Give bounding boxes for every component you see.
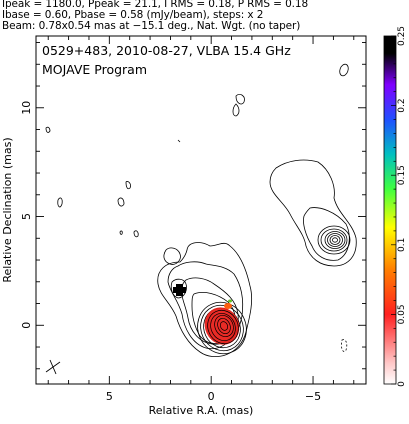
polarized-spot-green <box>228 299 232 303</box>
y-tick-labels: 0 5 10 <box>20 101 33 329</box>
header-line-3: Beam: 0.78x0.54 mas at −15.1 deg., Nat. … <box>2 20 301 32</box>
contour-blob-left-1 <box>45 126 51 133</box>
x-tick-label: −5 <box>305 390 321 403</box>
beam-symbol <box>45 359 61 375</box>
colorbar-tick-label: 0.05 <box>397 304 407 324</box>
contour-blob-upper-mid <box>235 94 245 105</box>
contour-west-outer <box>269 159 357 267</box>
west-core-contours <box>317 225 351 255</box>
contour-blob-left-4 <box>57 197 63 208</box>
polarized-core <box>204 307 240 345</box>
y-tick-label: 5 <box>20 213 33 220</box>
colorbar-ticks: 0 0.05 0.1 0.15 0.2 0.25 <box>391 26 407 387</box>
contour-blob-small <box>177 139 181 143</box>
colorbar <box>383 35 397 385</box>
contour-blob-left-2 <box>125 181 131 190</box>
x-axis-label: Relative R.A. (mas) <box>149 404 254 417</box>
colorbar-tick-label: 0.1 <box>397 238 407 252</box>
y-tick-label: 0 <box>20 322 33 329</box>
x-tick-label: 5 <box>106 390 113 403</box>
chart-title: 0529+483, 2010-08-27, VLBA 15.4 GHz <box>42 43 291 58</box>
contour-east-knot <box>170 278 187 299</box>
x-tick-label: 0 <box>208 390 215 403</box>
plot-frame <box>35 35 367 385</box>
contour-blob-upper-right <box>339 63 349 77</box>
east-knot-marker <box>173 284 186 296</box>
contour-blob-left-6 <box>133 230 139 238</box>
colorbar-tick-label: 0 <box>397 381 407 387</box>
contour-blob-left-5 <box>119 230 123 235</box>
contour-blob-left-3 <box>117 197 125 207</box>
core-contours-overlay <box>207 309 239 345</box>
colorbar-tick-label: 0.2 <box>397 98 407 112</box>
contour-level-4 <box>191 292 236 344</box>
colorbar-tick-label: 0.15 <box>397 165 407 185</box>
axis-ticks <box>36 36 366 384</box>
x-tick-labels: 5 0 −5 <box>106 390 321 403</box>
y-axis-label: Relative Declination (mas) <box>1 137 14 282</box>
contour-lines <box>45 63 357 357</box>
chart-subtitle: MOJAVE Program <box>42 62 147 77</box>
contour-east-lobe <box>163 247 181 265</box>
contour-west-level-2 <box>303 207 350 261</box>
y-tick-label: 10 <box>20 101 33 115</box>
colorbar-tick-label: 0.25 <box>397 26 407 46</box>
contour-outer-envelope <box>157 242 253 357</box>
contour-blob-mid <box>232 103 240 117</box>
polarization-map <box>204 299 240 345</box>
polarized-spot <box>224 303 232 309</box>
header-line-2: Ibase = 0.60, Pbase = 0.58 (mJy/beam), s… <box>2 9 264 21</box>
header-line-1: Ipeak = 1180.0, Ppeak = 21.1, I RMS = 0.… <box>2 0 309 10</box>
contour-blob-lower-right <box>341 339 348 352</box>
